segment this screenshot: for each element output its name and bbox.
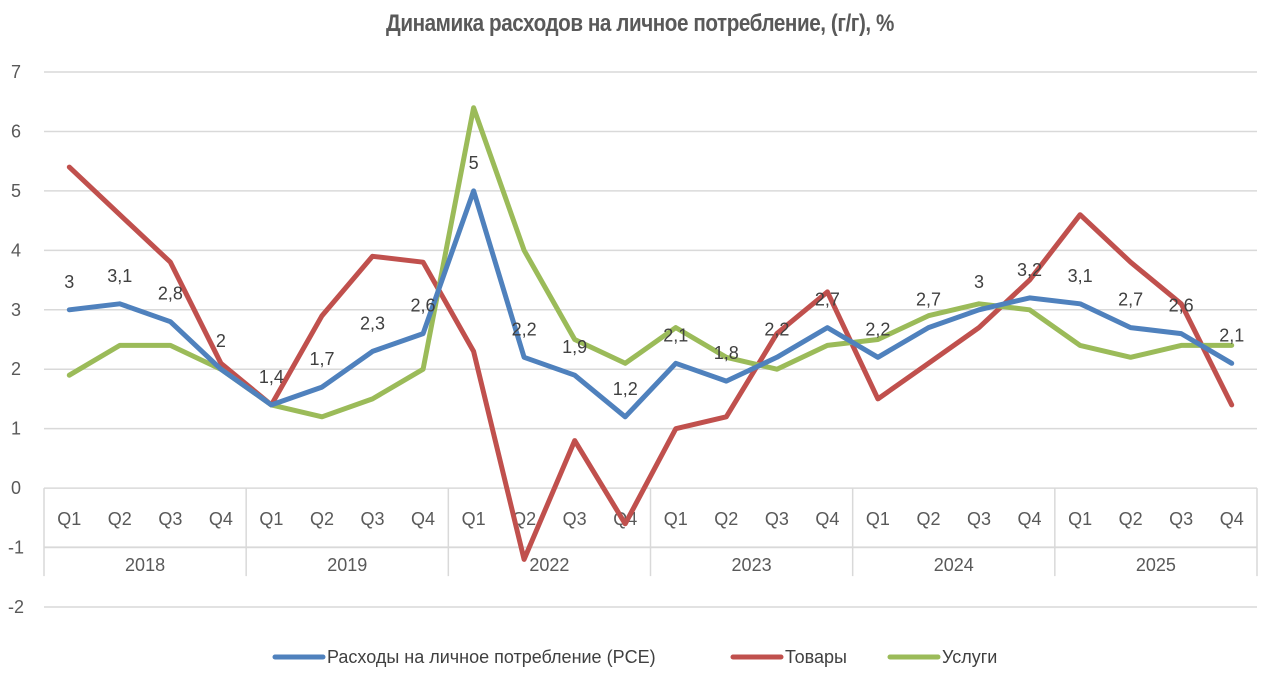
- x-group-label: 2025: [1136, 555, 1176, 575]
- data-label: 3: [64, 272, 74, 292]
- x-tick-label: Q4: [209, 509, 233, 529]
- data-label: 2,6: [1169, 296, 1194, 316]
- data-label: 2,3: [360, 313, 385, 333]
- x-tick-label: Q1: [1068, 509, 1092, 529]
- data-label: 2,7: [1118, 290, 1143, 310]
- x-group-label: 2024: [934, 555, 974, 575]
- x-tick-label: Q4: [411, 509, 435, 529]
- x-tick-label: Q3: [158, 509, 182, 529]
- x-tick-label: Q3: [563, 509, 587, 529]
- y-tick-label: -1: [8, 538, 24, 558]
- y-tick-label: 1: [11, 419, 21, 439]
- legend-item: Товары: [730, 647, 847, 667]
- series-line-2: [66, 105, 1235, 420]
- data-label: 3,2: [1017, 260, 1042, 280]
- data-label: 2: [216, 331, 226, 351]
- x-axis: Q1 Q2 Q3 Q4 2018 Q1 Q2 Q3 Q4 2019 Q1 Q2 Q3 Q4 2022 Q1 Q2…: [43, 487, 1258, 577]
- x-group-label: 2019: [327, 555, 367, 575]
- data-label: 2,6: [411, 296, 436, 316]
- legend-item: Расходы на личное потребление (PCE): [272, 647, 656, 667]
- legend-label: Услуги: [942, 647, 997, 667]
- data-label: 1,2: [613, 379, 638, 399]
- legend: Расходы на личное потребление (PCE) Товар…: [272, 647, 997, 667]
- data-label: 2,8: [158, 284, 183, 304]
- y-tick-label: 5: [11, 181, 21, 201]
- y-tick-label: 2: [11, 359, 21, 379]
- x-tick-label: Q3: [765, 509, 789, 529]
- y-tick-label: 7: [11, 62, 21, 82]
- x-tick-label: Q4: [1018, 509, 1042, 529]
- series-line-0: [66, 188, 1235, 420]
- data-labels: 3 3,1 2,8 2 1,4 1,7 2,3 2,6 5 2,2 1,9 1,2 2,1 1,8 2,2 2…: [64, 153, 1244, 399]
- y-tick-label: 0: [11, 478, 21, 498]
- data-label: 1,9: [562, 337, 587, 357]
- x-group-label: 2018: [125, 555, 165, 575]
- x-tick-label: Q3: [967, 509, 991, 529]
- data-label: 1,4: [259, 367, 284, 387]
- data-label: 2,2: [512, 319, 537, 339]
- x-group-label: 2023: [732, 555, 772, 575]
- x-tick-label: Q1: [57, 509, 81, 529]
- x-tick-label: Q1: [866, 509, 890, 529]
- legend-item: Услуги: [887, 647, 997, 667]
- data-label: 2,2: [865, 319, 890, 339]
- x-tick-label: Q2: [916, 509, 940, 529]
- data-label: 1,7: [309, 349, 334, 369]
- x-tick-label: Q3: [361, 509, 385, 529]
- x-group-label: 2022: [529, 555, 569, 575]
- y-tick-label: 3: [11, 300, 21, 320]
- chart-title: Динамика расходов на личное потребление,…: [386, 10, 894, 37]
- data-label: 1,8: [714, 343, 739, 363]
- legend-label: Расходы на личное потребление (PCE): [327, 647, 656, 667]
- data-label: 3: [974, 272, 984, 292]
- x-tick-label: Q2: [714, 509, 738, 529]
- y-tick-label: -2: [8, 597, 24, 617]
- y-axis-ticks: 7 6 5 4 3 2 1 0 -1 -2: [8, 62, 24, 617]
- data-label: 2,1: [663, 325, 688, 345]
- x-tick-label: Q4: [1220, 509, 1244, 529]
- data-label: 3,1: [107, 266, 132, 286]
- legend-label: Товары: [785, 647, 847, 667]
- data-label: 2,2: [764, 319, 789, 339]
- x-tick-label: Q2: [310, 509, 334, 529]
- data-label: 5: [469, 153, 479, 173]
- y-tick-label: 4: [11, 240, 21, 260]
- data-label: 3,1: [1068, 266, 1093, 286]
- x-tick-label: Q2: [512, 509, 536, 529]
- data-label: 2,1: [1219, 325, 1244, 345]
- data-label: 2,7: [815, 290, 840, 310]
- x-tick-label: Q1: [259, 509, 283, 529]
- data-label: 2,7: [916, 290, 941, 310]
- x-tick-label: Q2: [1119, 509, 1143, 529]
- x-tick-label: Q1: [462, 509, 486, 529]
- x-tick-label: Q3: [1169, 509, 1193, 529]
- x-tick-label: Q1: [664, 509, 688, 529]
- y-tick-label: 6: [11, 121, 21, 141]
- series-lines: [66, 105, 1235, 562]
- x-tick-label: Q4: [815, 509, 839, 529]
- x-tick-label: Q2: [108, 509, 132, 529]
